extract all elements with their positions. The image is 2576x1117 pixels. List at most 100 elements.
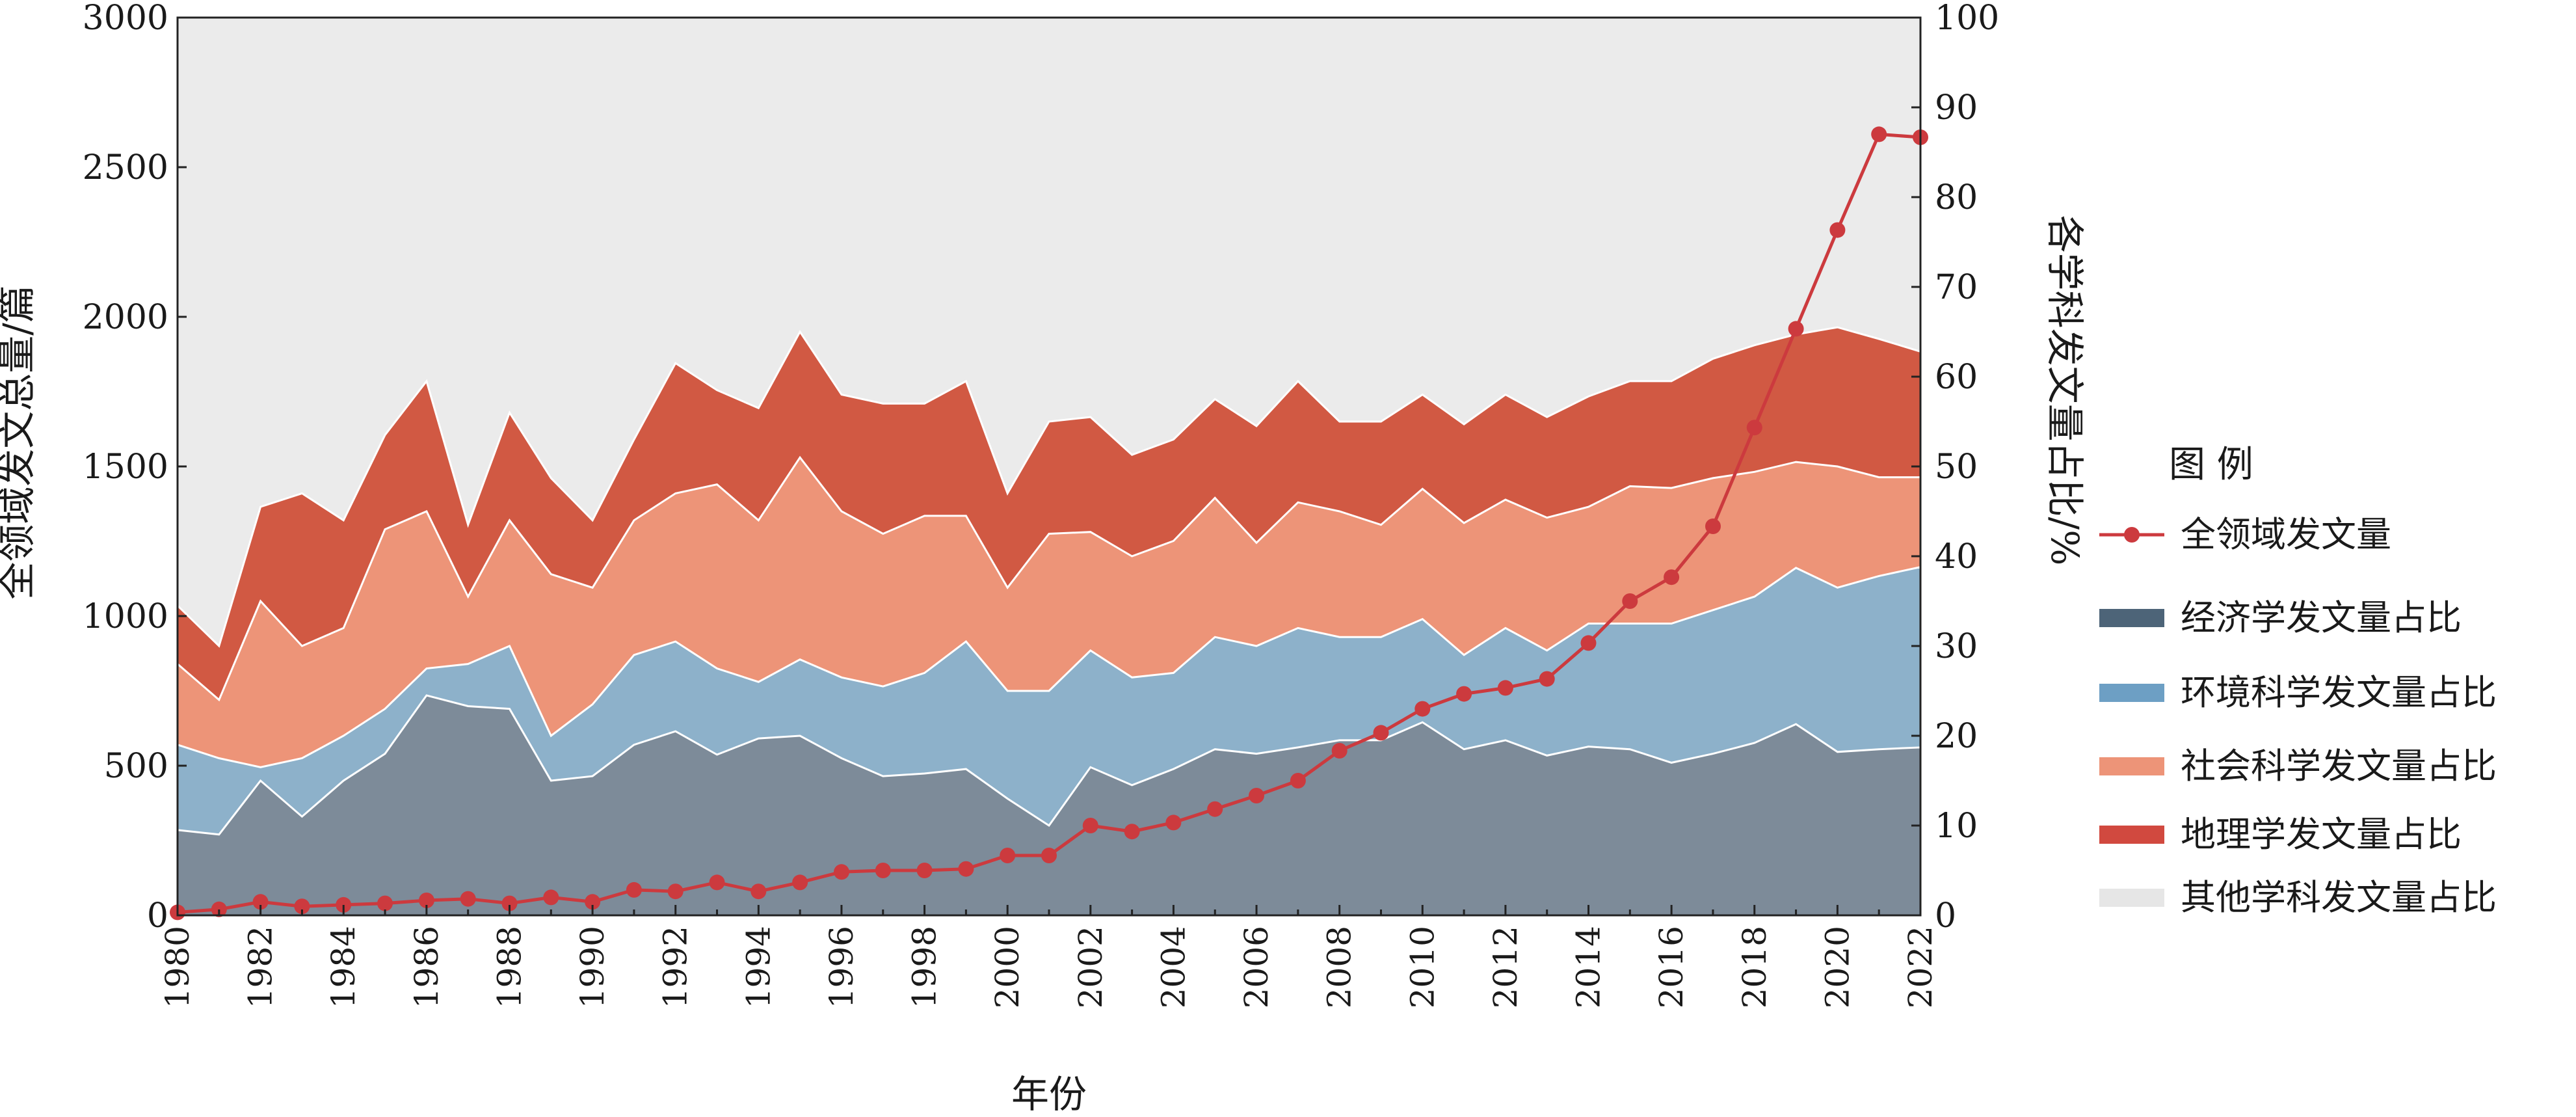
x-tick-label: 2014 <box>1570 926 1608 1008</box>
x-tick-label: 1980 <box>159 926 196 1008</box>
line-point-1982 <box>252 894 269 910</box>
legend: 图 例 全领域发文量经济学发文量占比环境科学发文量占比社会科学发文量占比地理学发… <box>2099 444 2497 918</box>
legend-label: 环境科学发文量占比 <box>2181 672 2497 713</box>
line-point-2004 <box>1165 814 1182 831</box>
line-point-2020 <box>1829 222 1846 238</box>
x-tick-label: 1998 <box>906 926 944 1008</box>
y-axis-left-title: 全领域发文总量/篇 <box>0 285 39 600</box>
line-point-2008 <box>1331 743 1348 759</box>
left-axis-ticks: 0 500 1000 1500 2000 2500 3000 <box>83 0 187 935</box>
line-point-2010 <box>1414 701 1431 717</box>
x-tick-label: 1996 <box>823 926 860 1008</box>
x-tick-label: 1990 <box>574 926 611 1008</box>
line-point-2001 <box>1041 848 1057 863</box>
right-tick-label: 60 <box>1935 358 1978 397</box>
line-point-2013 <box>1539 671 1555 687</box>
line-point-1999 <box>958 861 974 877</box>
legend-title: 图 例 <box>2169 444 2253 486</box>
line-point-2007 <box>1290 773 1306 788</box>
legend-label: 全领域发文量 <box>2181 514 2391 555</box>
x-tick-label: 2012 <box>1487 926 1524 1008</box>
x-axis-title: 年份 <box>1011 1072 1087 1116</box>
line-point-1985 <box>377 895 393 911</box>
line-point-2000 <box>1000 848 1016 863</box>
right-tick-label: 20 <box>1935 717 1978 756</box>
x-tick-label: 2016 <box>1653 926 1690 1008</box>
line-point-2006 <box>1249 788 1264 803</box>
area-经济学发文量占比 <box>176 694 1922 917</box>
legend-label: 经济学发文量占比 <box>2181 597 2462 638</box>
line-point-1987 <box>460 891 476 907</box>
legend-line-marker <box>2124 527 2140 543</box>
x-tick-label: 2004 <box>1154 926 1192 1008</box>
x-tick-label: 2008 <box>1321 926 1359 1008</box>
legend-swatch <box>2099 889 2164 907</box>
x-tick-label: 2020 <box>1818 926 1856 1008</box>
line-point-1997 <box>875 863 891 878</box>
line-point-2014 <box>1580 635 1597 651</box>
line-point-1991 <box>626 881 642 898</box>
x-tick-label: 2002 <box>1072 926 1109 1008</box>
right-tick-label: 90 <box>1935 88 1978 128</box>
line-point-1984 <box>336 896 352 913</box>
line-point-2017 <box>1705 518 1721 534</box>
line-point-2005 <box>1207 801 1223 817</box>
right-tick-label: 70 <box>1935 268 1978 307</box>
line-point-1983 <box>294 898 310 915</box>
legend-swatch <box>2099 826 2164 844</box>
line-point-1989 <box>543 889 559 906</box>
left-tick-label: 0 <box>147 896 168 935</box>
left-tick-label: 1500 <box>83 448 168 487</box>
line-point-2016 <box>1664 569 1680 585</box>
line-point-2015 <box>1622 593 1638 609</box>
x-tick-label: 1986 <box>408 926 445 1008</box>
x-tick-label: 1994 <box>739 926 777 1008</box>
line-point-1992 <box>667 883 684 900</box>
legend-label: 社会科学发文量占比 <box>2181 746 2497 787</box>
right-tick-label: 40 <box>1935 537 1978 576</box>
right-tick-label: 30 <box>1935 627 1978 666</box>
line-point-2009 <box>1373 725 1389 741</box>
x-tick-label: 1982 <box>242 926 280 1008</box>
stacked-area-layer <box>176 16 1922 917</box>
left-tick-label: 3000 <box>83 0 168 38</box>
legend-swatch <box>2099 609 2164 627</box>
x-tick-label: 1992 <box>657 926 695 1008</box>
x-tick-label: 2022 <box>1902 926 1939 1008</box>
line-point-1998 <box>916 863 933 878</box>
line-point-1993 <box>709 874 725 891</box>
line-point-1981 <box>211 901 227 917</box>
right-tick-label: 100 <box>1935 0 1999 38</box>
right-tick-label: 50 <box>1935 448 1978 487</box>
x-tick-label: 2010 <box>1403 926 1441 1008</box>
line-point-1990 <box>585 894 601 910</box>
x-tick-label: 1988 <box>490 926 528 1008</box>
right-tick-label: 10 <box>1935 807 1978 846</box>
right-tick-label: 0 <box>1935 896 1956 935</box>
line-point-1994 <box>750 883 767 900</box>
line-point-2012 <box>1497 680 1513 696</box>
right-axis-ticks: 0 10 20 30 40 50 60 70 80 90 100 <box>1911 0 1999 935</box>
x-tick-label: 2000 <box>989 926 1026 1008</box>
x-tick-label: 2006 <box>1238 926 1275 1008</box>
left-tick-label: 500 <box>104 747 168 786</box>
line-point-1986 <box>418 893 434 908</box>
legend-label: 其他学科发文量占比 <box>2181 877 2497 918</box>
left-tick-label: 2500 <box>83 148 168 187</box>
line-point-1996 <box>834 864 849 880</box>
line-point-2019 <box>1788 321 1804 337</box>
legend-swatch <box>2099 757 2164 775</box>
total-line-layer <box>170 126 1928 921</box>
x-tick-label: 1984 <box>325 926 362 1008</box>
left-tick-label: 2000 <box>83 298 168 337</box>
line-point-2018 <box>1746 420 1762 436</box>
line-point-2002 <box>1082 818 1098 833</box>
legend-label: 地理学发文量占比 <box>2181 814 2462 855</box>
left-tick-label: 1000 <box>83 597 168 636</box>
legend-swatch <box>2099 684 2164 702</box>
line-point-2011 <box>1456 686 1472 702</box>
line-point-2003 <box>1124 824 1140 840</box>
y-axis-right-title: 各学科发文量占比/% <box>2043 215 2087 566</box>
line-point-2021 <box>1871 126 1887 142</box>
